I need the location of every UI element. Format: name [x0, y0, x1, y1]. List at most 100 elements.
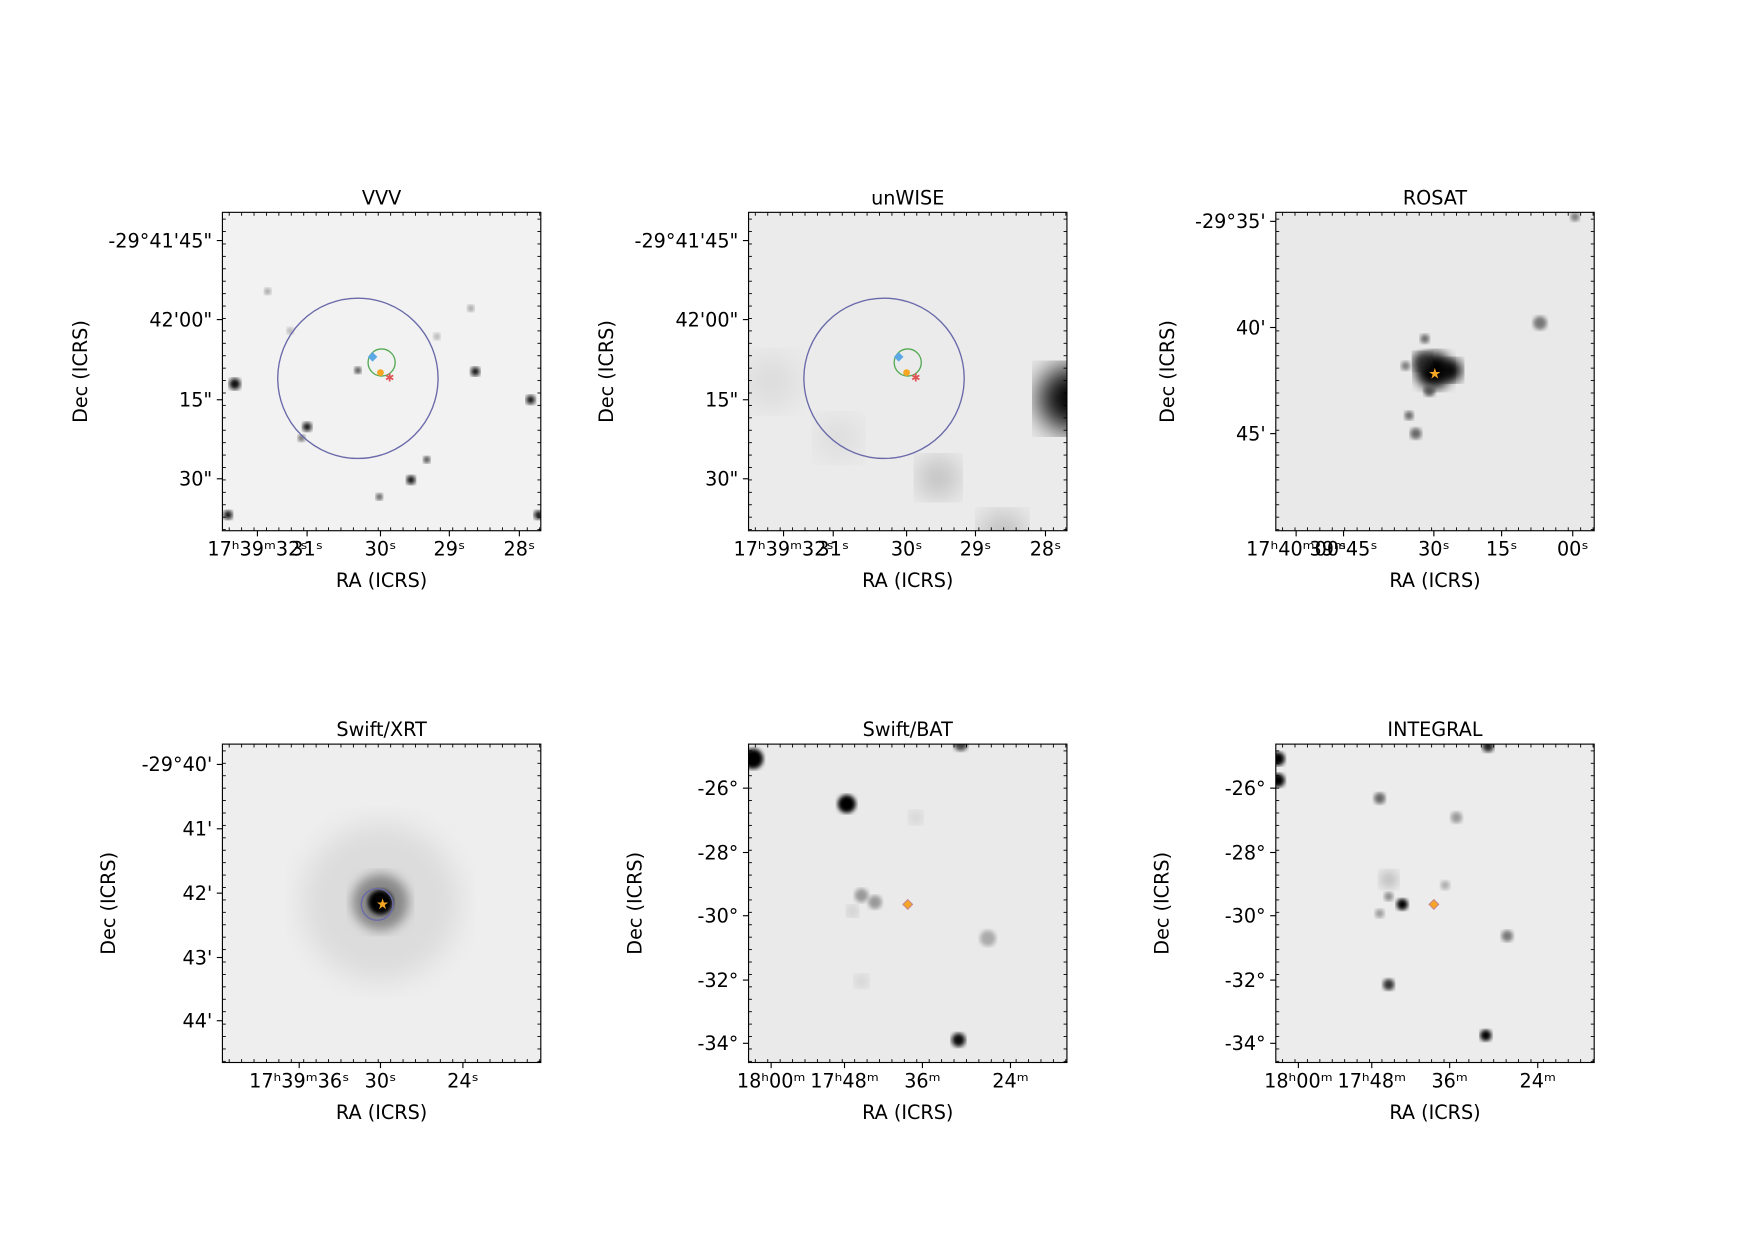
panel-title: ROSAT: [1403, 186, 1468, 209]
x-tick-label: 17ʰ40ᵐ00ˢ: [1246, 538, 1346, 561]
panel-title: unWISE: [871, 186, 944, 209]
image-content: ★: [1401, 212, 1580, 440]
source-blob: [980, 511, 1025, 531]
y-tick-label: -32°: [1225, 969, 1266, 992]
image-content: [1275, 744, 1513, 1042]
x-tick-label: 17ʰ39ᵐ36ˢ: [249, 1069, 349, 1092]
x-tick-label: 17ʰ48ᵐ: [810, 1069, 879, 1092]
frame: [221, 743, 542, 1064]
y-tick-label: 40': [1236, 316, 1266, 339]
error-circle: [803, 297, 965, 460]
y-tick-label: 42'00": [675, 308, 738, 331]
y-tick-label: 44': [183, 1010, 213, 1033]
y-tick-label: 42': [183, 882, 213, 905]
y-axis-label: Dec (ICRS): [623, 852, 646, 955]
y-tick-label: -30°: [697, 905, 738, 928]
error-circle: [277, 297, 439, 460]
source-blob: [1410, 427, 1422, 440]
source-blob: [534, 510, 541, 520]
x-tick-label: 17ʰ39ᵐ32ˢ: [733, 538, 833, 561]
y-tick-label: -26°: [1225, 777, 1266, 800]
source-blob: [1420, 334, 1430, 344]
source-blob: [837, 794, 856, 813]
y-tick-label: -28°: [697, 841, 738, 864]
source-blob: [1480, 1029, 1492, 1042]
marker-red: ✱: [385, 372, 394, 385]
source-blob: [368, 889, 393, 915]
y-tick-label: -34°: [1225, 1032, 1266, 1055]
image-content: ★: [301, 823, 460, 982]
x-axis-label: RA (ICRS): [336, 569, 427, 592]
x-tick-label: 15ˢ: [1486, 538, 1518, 561]
x-axis-label: RA (ICRS): [862, 569, 953, 592]
source-blob: [1423, 385, 1435, 397]
source-blob: [526, 395, 536, 405]
source-blob: [917, 457, 959, 498]
x-tick-label: 28ˢ: [504, 538, 536, 561]
y-tick-label: -29°40': [142, 753, 213, 776]
x-tick-label: 30ˢ: [365, 1069, 397, 1092]
source-blob: [1379, 870, 1398, 889]
x-axis-label: RA (ICRS): [1389, 1101, 1480, 1124]
x-tick-label: 30ˢ: [891, 538, 923, 561]
marker-blue: [893, 352, 904, 362]
source-blob: [1482, 744, 1494, 753]
source-blob: [868, 895, 882, 909]
source-blob: [846, 905, 859, 917]
source-blob: [1404, 411, 1414, 421]
source-blob: [748, 748, 764, 769]
source-blob: [854, 974, 869, 988]
source-blob: [1440, 880, 1450, 890]
x-tick-label: 18ʰ00ᵐ: [737, 1069, 806, 1092]
source-blob: [470, 367, 480, 377]
source-blob: [423, 456, 431, 463]
panel: ★ Swift/XRT 17ʰ39ᵐ36ˢ 30ˢ 24ˢ -29°40' 41' 42' 43…: [97, 718, 542, 1124]
panel-title: Swift/XRT: [336, 718, 427, 741]
y-tick-label: -28°: [1225, 841, 1266, 864]
source-blob: [954, 744, 968, 751]
error-circle-small: [367, 348, 396, 377]
y-tick-label: 45': [1236, 422, 1266, 445]
frame: [1275, 211, 1595, 532]
source-blob: [1038, 367, 1067, 431]
source-blob: [223, 510, 233, 520]
frame: [1275, 743, 1595, 1064]
error-circle-small: [893, 348, 922, 377]
source-blob: [951, 1033, 966, 1047]
frame: [747, 743, 1068, 1064]
x-tick-label: 28ˢ: [1030, 538, 1062, 561]
x-tick-label: 18ʰ00ᵐ: [1264, 1069, 1333, 1092]
image-content: ✱: [748, 297, 1067, 531]
x-tick-label: 29ˢ: [960, 538, 992, 561]
marker-star: ★: [376, 896, 389, 913]
y-tick-label: 41': [183, 818, 213, 841]
y-axis-label: Dec (ICRS): [595, 320, 618, 423]
y-axis-label: Dec (ICRS): [1156, 320, 1179, 423]
source-blob: [980, 930, 996, 947]
source-blob: [1275, 752, 1285, 766]
x-tick-label: 31ˢ: [291, 538, 323, 561]
x-axis-label: RA (ICRS): [1389, 569, 1480, 592]
y-tick-label: -29°35': [1195, 210, 1266, 233]
y-tick-label: 30": [705, 468, 738, 491]
marker-blue: [367, 352, 378, 362]
source-blob: [908, 810, 923, 825]
frame: [747, 211, 1068, 532]
x-tick-label: 24ᵐ: [1520, 1069, 1556, 1092]
marker-red: ✱: [911, 372, 920, 385]
x-tick-label: 30ˢ: [1418, 538, 1450, 561]
x-tick-label: 36ᵐ: [904, 1069, 940, 1092]
marker-orange: [903, 369, 910, 377]
source-blob: [1413, 352, 1432, 371]
source-blob: [1450, 811, 1463, 824]
source-blob: [375, 493, 383, 501]
y-tick-label: -30°: [1225, 905, 1266, 928]
source-blob: [354, 367, 362, 374]
source-blob: [1533, 316, 1547, 330]
source-blob: [816, 415, 862, 461]
y-tick-label: -32°: [697, 969, 738, 992]
y-tick-label: -34°: [697, 1032, 738, 1055]
